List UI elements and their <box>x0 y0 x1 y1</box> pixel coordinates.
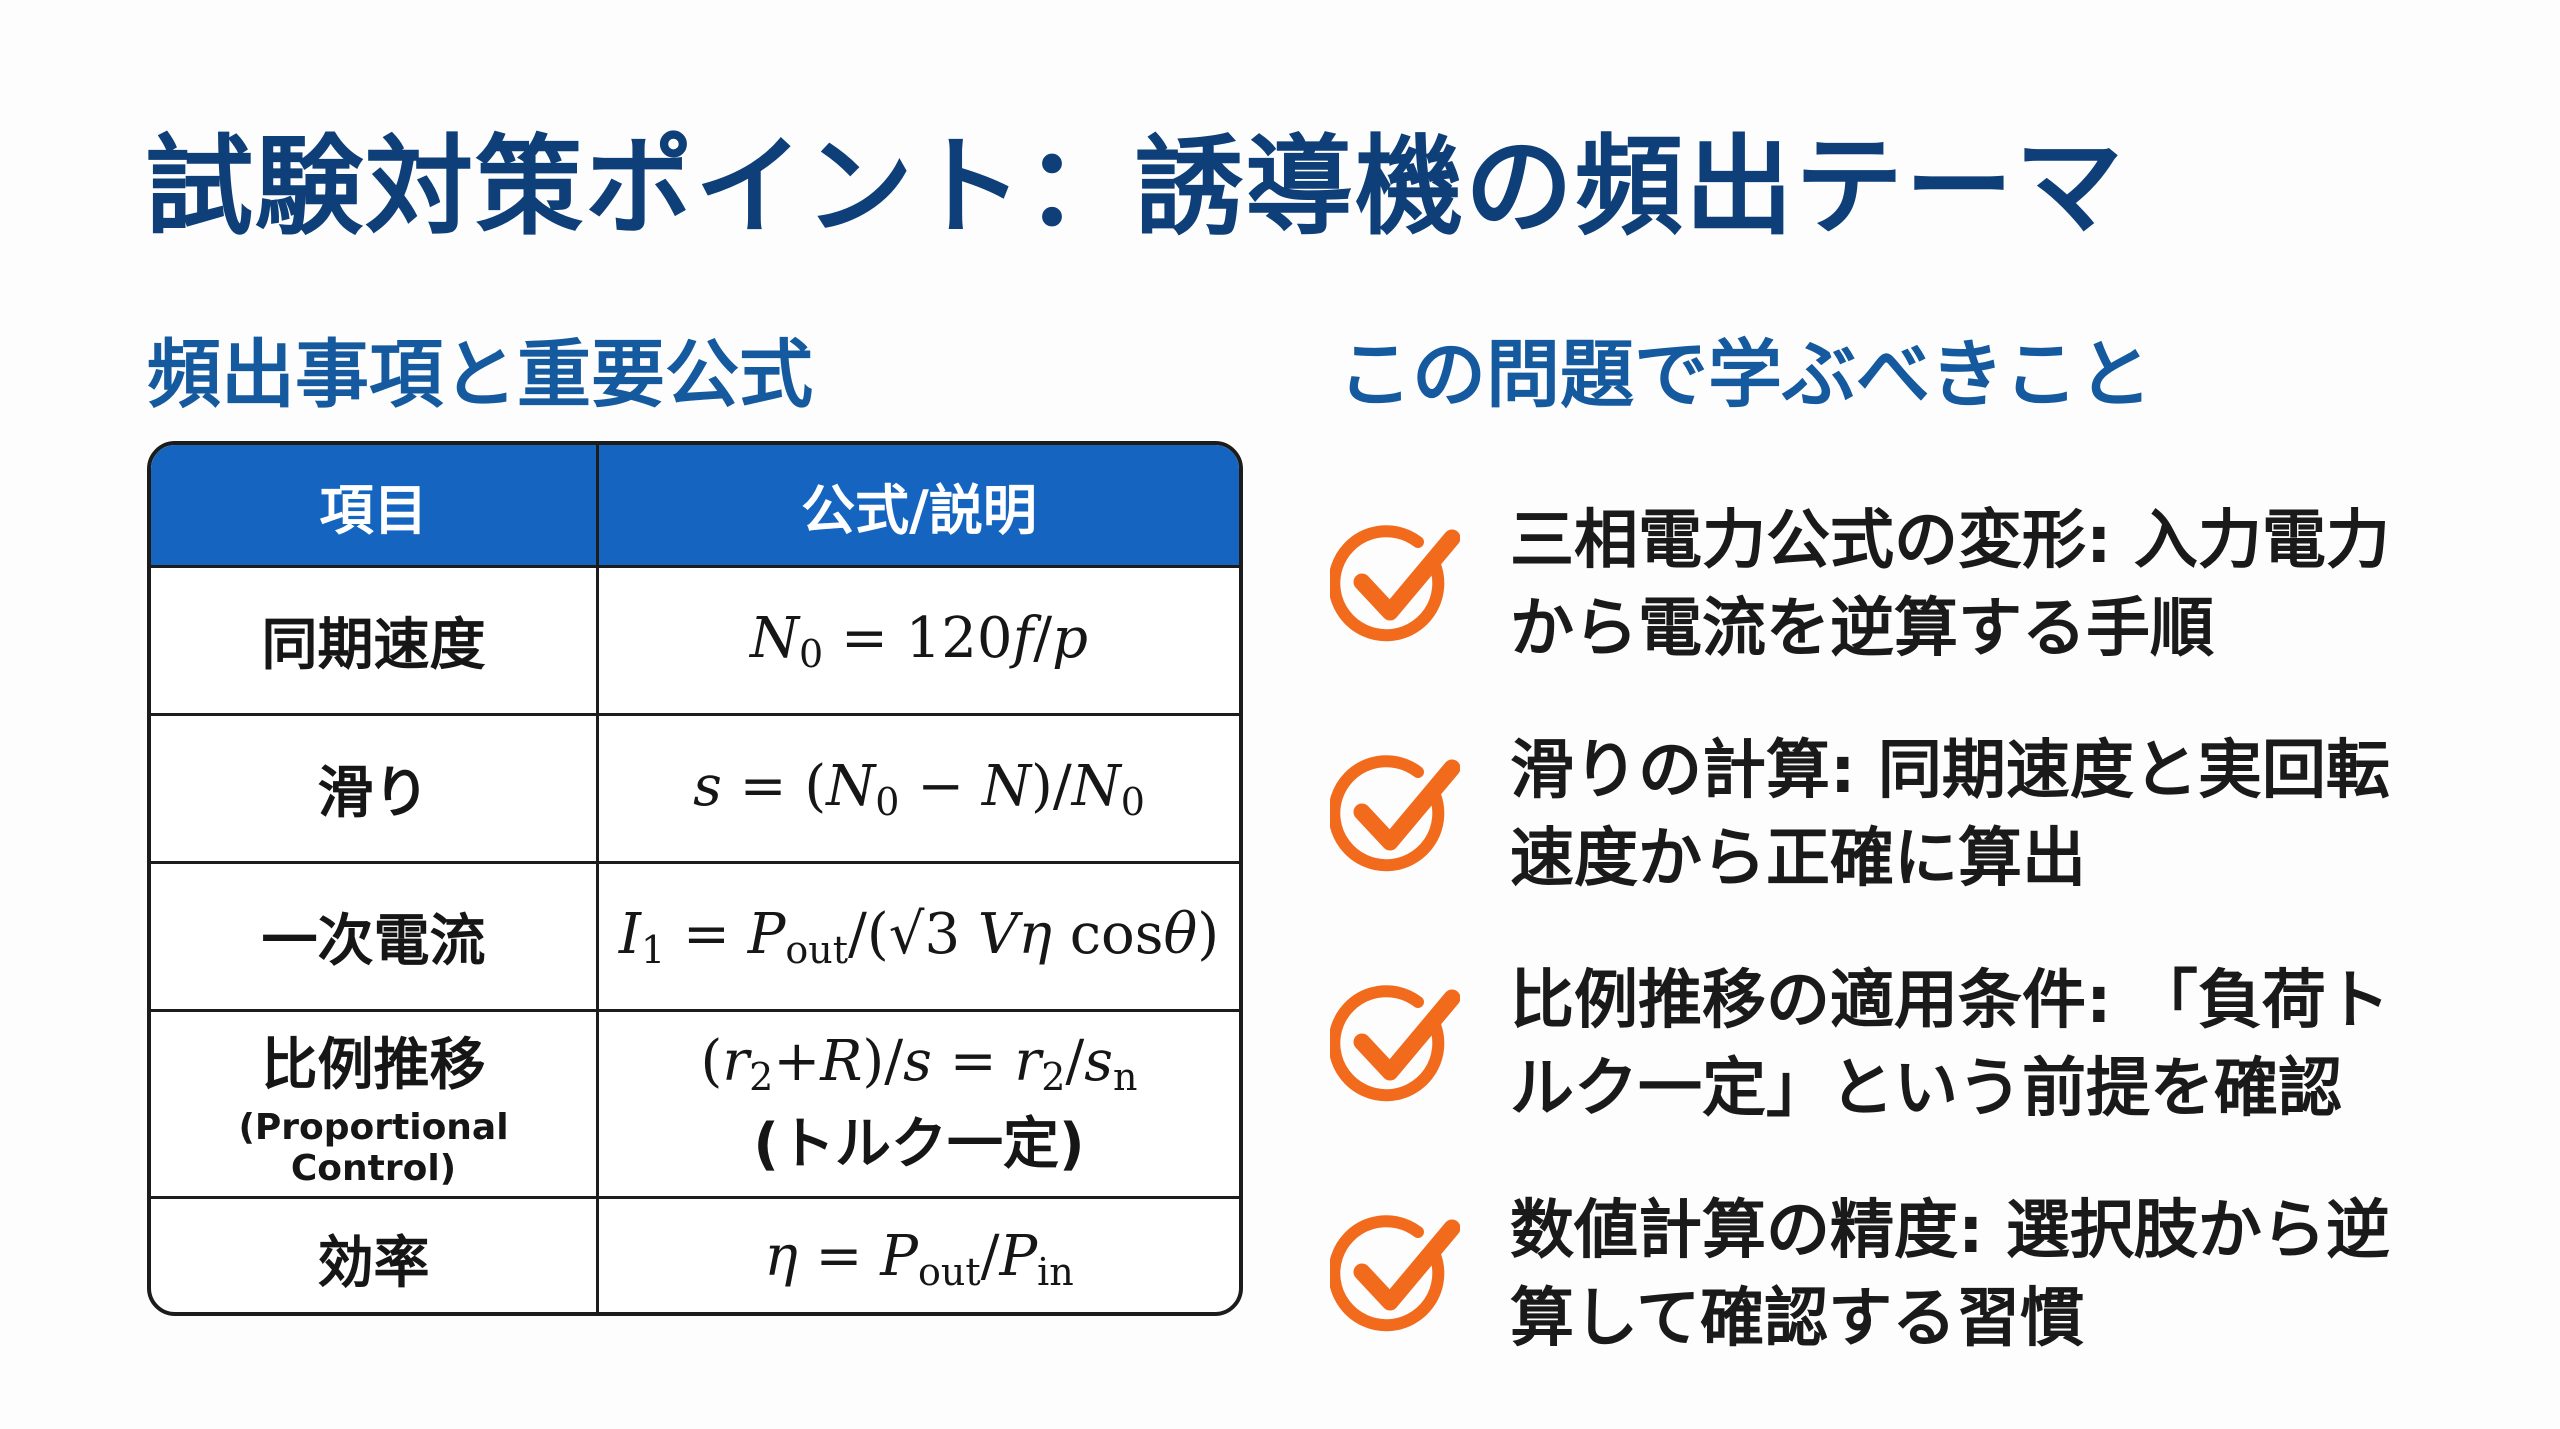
page-title: 試験対策ポイント：誘導機の頻出テーマ <box>145 125 2126 250</box>
check-circle-icon <box>1330 525 1460 642</box>
learning-points-heading: この問題で学ぶべきこと <box>1338 332 2152 418</box>
formula-part: in <box>1037 1249 1074 1294</box>
formula-part: r <box>1014 1028 1042 1094</box>
formula-part: = 120 <box>823 605 1013 671</box>
formula-note: (トルク一定) <box>753 1111 1085 1177</box>
formula-part: 0 <box>875 779 900 824</box>
learning-point: 比例推移の適用条件: 「負荷トルク一定」という前提を確認 <box>1330 930 2390 1160</box>
learning-point: 数値計算の精度: 選択肢から逆算して確認する習慣 <box>1330 1160 2390 1390</box>
item-cell: 比例推移 (Proportional Control) <box>151 1012 599 1196</box>
formula: N0 = 120f/p <box>750 606 1088 676</box>
formula-table: 項目 公式/説明 同期速度 N0 = 120f/p 滑り s = (N0 − N)/N… <box>147 441 1243 1316</box>
formula-part: P <box>999 1223 1038 1289</box>
formula-part: ( <box>700 1028 723 1094</box>
item-label: 滑り <box>317 761 430 826</box>
header-formula: 公式/説明 <box>801 478 1037 542</box>
formulas-heading: 頻出事項と重要公式 <box>147 332 813 418</box>
formula-part: / <box>1033 605 1053 671</box>
learning-point: 三相電力公式の変形: 入力電力から電流を逆算する手順 <box>1330 470 2390 700</box>
table-row: 滑り s = (N0 − N)/N0 <box>151 713 1239 861</box>
formula-part: )/ <box>862 1028 904 1094</box>
formula-part: I <box>618 901 642 967</box>
item-cell: 滑り <box>151 716 599 861</box>
formula-part: 2 <box>749 1054 774 1099</box>
formula-part: = <box>797 1223 881 1289</box>
formula-part: = ( <box>721 753 827 819</box>
formula-part: R <box>820 1028 863 1094</box>
formula-part: / <box>980 1223 1000 1289</box>
formula-part: 0 <box>1120 779 1145 824</box>
formula: I1 = Pout/(√3 Vη cosθ) <box>619 902 1219 972</box>
formula-part: 1 <box>641 927 666 972</box>
formula-part: − <box>899 753 982 819</box>
learning-point-text: 数値計算の精度: 選択肢から逆算して確認する習慣 <box>1510 1194 2390 1356</box>
item-sublabel: (Proportional Control) <box>238 1106 509 1189</box>
formula-part: n <box>1113 1054 1138 1099</box>
formula-part: s <box>1084 1028 1114 1094</box>
formula-cell: η = Pout/Pin <box>599 1199 1239 1312</box>
learning-point-text: 三相電力公式の変形: 入力電力から電流を逆算する手順 <box>1510 504 2390 666</box>
formula-part: s <box>693 753 722 819</box>
formula-part: cos <box>1051 901 1164 967</box>
table-row: 効率 η = Pout/Pin <box>151 1196 1239 1312</box>
formula-part: P <box>880 1223 918 1289</box>
table-row: 一次電流 I1 = Pout/(√3 Vη cosθ) <box>151 861 1239 1009</box>
table-header-row: 項目 公式/説明 <box>151 445 1239 565</box>
formula-part: = <box>665 901 748 967</box>
learning-point-text: 滑りの計算: 同期速度と実回転速度から正確に算出 <box>1510 734 2390 896</box>
formula: s = (N0 − N)/N0 <box>693 754 1145 824</box>
formula-part: s <box>903 1028 932 1094</box>
formula-part: V <box>977 901 1019 967</box>
check-circle-icon <box>1330 1215 1460 1332</box>
formula-cell: (r2+R)/s = r2/sn (トルク一定) <box>599 1012 1239 1196</box>
formula-part: = <box>931 1028 1015 1094</box>
learning-points-list: 三相電力公式の変形: 入力電力から電流を逆算する手順 滑りの計算: 同期速度と実回… <box>1330 470 2390 1390</box>
formula-part: out <box>785 927 849 972</box>
formula-part: )/ <box>1030 753 1072 819</box>
item-cell: 一次電流 <box>151 864 599 1009</box>
item-label: 同期速度 <box>261 613 486 678</box>
formula-part: + <box>773 1028 821 1094</box>
formula-part: ) <box>1197 901 1220 967</box>
formula-part: η <box>764 1223 798 1289</box>
table-row: 比例推移 (Proportional Control) (r2+R)/s = r2/… <box>151 1009 1239 1196</box>
learning-point-text: 比例推移の適用条件: 「負荷トルク一定」という前提を確認 <box>1510 964 2390 1126</box>
formula-cell: N0 = 120f/p <box>599 568 1239 713</box>
formula-part: θ <box>1163 901 1198 967</box>
formula-part: N <box>749 605 799 671</box>
formula-cell: I1 = Pout/(√3 Vη cosθ) <box>599 864 1239 1009</box>
item-label: 一次電流 <box>261 909 486 974</box>
formula-cell: s = (N0 − N)/N0 <box>599 716 1239 861</box>
formula-part: / <box>1065 1028 1085 1094</box>
formula-part: η <box>1018 901 1052 967</box>
formula: η = Pout/Pin <box>764 1224 1074 1294</box>
formula-part: r <box>722 1028 750 1094</box>
formula-part: N <box>981 753 1031 819</box>
formula-part: P <box>747 901 786 967</box>
formula-part: f <box>1012 605 1034 671</box>
check-circle-icon <box>1330 985 1460 1102</box>
item-cell: 同期速度 <box>151 568 599 713</box>
learning-point: 滑りの計算: 同期速度と実回転速度から正確に算出 <box>1330 700 2390 930</box>
table-row: 同期速度 N0 = 120f/p <box>151 565 1239 713</box>
check-circle-icon <box>1330 755 1460 872</box>
formula-part: 2 <box>1041 1054 1066 1099</box>
item-label: 比例推移 <box>261 1032 486 1098</box>
formula-part: p <box>1052 605 1089 671</box>
formula: (r2+R)/s = r2/sn <box>701 1029 1138 1099</box>
formula-part: N <box>1071 753 1121 819</box>
formula-part: /(√3 <box>848 901 978 967</box>
header-item: 項目 <box>151 445 599 565</box>
formula-part: out <box>917 1249 981 1294</box>
item-cell: 効率 <box>151 1199 599 1312</box>
formula-part: N <box>826 753 876 819</box>
formula-part: 0 <box>798 631 824 676</box>
item-label: 効率 <box>317 1231 430 1296</box>
